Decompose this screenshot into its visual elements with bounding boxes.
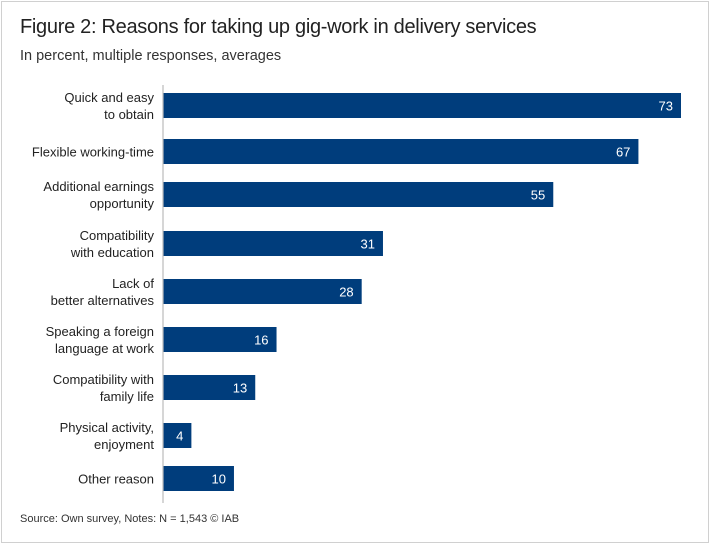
category-label: Speaking a foreign — [46, 324, 154, 339]
source-note: Source: Own survey, Notes: N = 1,543 © I… — [20, 513, 240, 525]
data-label: 55 — [531, 188, 545, 203]
category-label: Compatibility with — [53, 372, 154, 387]
category-label: better alternatives — [51, 293, 155, 308]
category-label: Lack of — [112, 276, 154, 291]
data-label: 16 — [254, 333, 268, 348]
category-label: language at work — [55, 341, 155, 356]
data-label: 13 — [233, 381, 247, 396]
bar — [163, 139, 639, 164]
bar — [163, 466, 234, 491]
data-label: 28 — [339, 285, 353, 300]
category-label: family life — [100, 389, 154, 404]
bar — [163, 327, 277, 352]
data-label: 67 — [616, 145, 630, 160]
chart-title: Figure 2: Reasons for taking up gig-work… — [20, 16, 537, 38]
category-label: opportunity — [90, 196, 155, 211]
data-label: 10 — [211, 472, 225, 487]
category-label: enjoyment — [94, 437, 154, 452]
category-label: Quick and easy — [64, 90, 154, 105]
bar — [163, 423, 192, 448]
category-label: to obtain — [104, 107, 154, 122]
bar — [163, 182, 554, 207]
category-label: with education — [70, 245, 154, 260]
data-label: 31 — [361, 237, 375, 252]
bar — [163, 375, 256, 400]
category-label: Compatibility — [80, 228, 155, 243]
category-label: Flexible working-time — [32, 145, 154, 160]
data-label: 4 — [176, 429, 183, 444]
category-label: Other reason — [78, 472, 154, 487]
bar — [163, 279, 362, 304]
bar — [163, 93, 681, 118]
category-label: Physical activity, — [60, 420, 154, 435]
chart-subtitle: In percent, multiple responses, averages — [20, 48, 282, 64]
bar — [163, 231, 383, 256]
category-label: Additional earnings — [43, 179, 154, 194]
data-label: 73 — [659, 99, 673, 114]
